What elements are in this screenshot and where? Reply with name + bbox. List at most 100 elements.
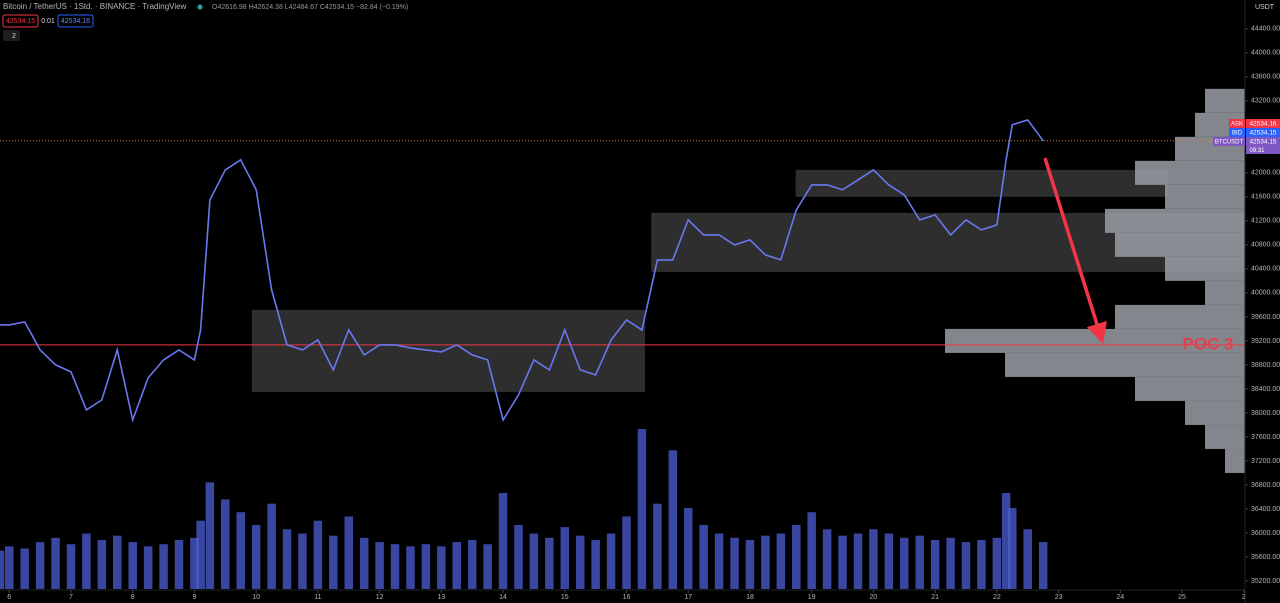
volume-bar	[313, 520, 323, 589]
volume-bar	[406, 546, 415, 589]
volume-bar	[344, 516, 353, 589]
volume-bar	[1038, 542, 1048, 589]
volume-bar	[822, 529, 832, 589]
x-tick-label: 21	[931, 594, 939, 601]
price-tag-label-bg	[1213, 137, 1245, 146]
profile-bar	[1005, 352, 1245, 377]
volume-bar	[1001, 493, 1011, 589]
price-tag-label: ASK	[1231, 121, 1243, 127]
volume-bar	[66, 544, 76, 589]
volume-bar	[35, 542, 45, 589]
y-tick-label: 35200.00	[1251, 578, 1280, 585]
volume-bar	[205, 482, 215, 589]
x-tick-label: 20	[870, 594, 878, 601]
x-tick-label: 9	[192, 594, 196, 601]
value-area-zone	[795, 169, 1168, 197]
volume-bar	[915, 535, 924, 589]
x-tick-label: 12	[376, 594, 384, 601]
price-tag-bg	[1246, 119, 1280, 128]
y-tick-label: 43600.00	[1251, 74, 1280, 81]
volume-bar	[174, 539, 184, 589]
volume-bar	[97, 539, 107, 589]
x-tick-label: 23	[1055, 594, 1063, 601]
y-tick-label: 39200.00	[1251, 338, 1280, 345]
volume-bar	[514, 525, 523, 589]
price-tag-value: 42534.15	[1249, 139, 1276, 146]
volume-bar	[869, 529, 878, 589]
countdown-bg	[1246, 146, 1280, 154]
volume-bar	[282, 529, 292, 589]
x-tick-label: 11	[314, 594, 321, 601]
x-tick-label: 17	[684, 594, 692, 601]
volume-bar	[575, 535, 585, 589]
y-tick-label: 40000.00	[1251, 290, 1280, 297]
volume-bar	[267, 503, 276, 589]
profile-bar	[1135, 376, 1245, 401]
volume-bar	[452, 542, 462, 589]
volume-bar	[159, 544, 168, 589]
x-tick-label: 2	[1242, 594, 1246, 601]
volume-bar	[683, 507, 693, 589]
price-tag-bg	[1246, 128, 1280, 137]
volume-bar	[236, 512, 245, 589]
y-tick-label: 38400.00	[1251, 386, 1280, 393]
profile-bar	[1205, 424, 1245, 449]
volume-bar	[699, 525, 708, 589]
poc-label: POC 3	[1182, 334, 1233, 353]
profile-bar	[1185, 400, 1245, 425]
y-tick-label: 40800.00	[1251, 242, 1280, 249]
sell-box[interactable]	[2, 14, 39, 28]
volume-bar	[196, 520, 205, 589]
indicator-count[interactable]: 2	[12, 33, 16, 40]
indicator-toggle[interactable]	[3, 30, 20, 41]
y-tick-label: 39600.00	[1251, 314, 1280, 321]
profile-bar	[1205, 88, 1245, 113]
volume-bar	[900, 537, 909, 589]
volume-bar	[113, 535, 122, 589]
x-tick-label: 18	[746, 594, 754, 601]
buy-box[interactable]	[57, 14, 94, 28]
volume-bar	[730, 537, 739, 589]
volume-bar	[375, 542, 384, 589]
ohlc-values: O42616.98 H42624.38 L42484.67 C42534.15 …	[212, 4, 408, 11]
volume-bar	[977, 539, 986, 589]
volume-bar	[51, 537, 60, 589]
x-tick-label: 22	[993, 594, 1001, 601]
volume-bar	[529, 533, 539, 589]
y-tick-label: 40400.00	[1251, 266, 1280, 273]
profile-bar	[1205, 280, 1245, 305]
volume-bar	[545, 537, 554, 589]
y-tick-label: 36000.00	[1251, 530, 1280, 537]
y-tick-label: 43200.00	[1251, 98, 1280, 105]
price-tag-label-bg	[1229, 128, 1245, 137]
market-status	[197, 4, 203, 10]
sell-price[interactable]: 42534.15	[6, 18, 35, 25]
currency-selector[interactable]: USDT	[1255, 4, 1275, 11]
volume-bar	[1023, 529, 1032, 589]
volume-bar	[745, 539, 755, 589]
profile-bar	[1115, 232, 1245, 257]
volume-bar	[298, 533, 307, 589]
x-tick-label: 14	[499, 594, 507, 601]
price-tag-label-bg	[1229, 119, 1245, 128]
volume-bar	[128, 542, 137, 589]
y-tick-label: 42000.00	[1251, 170, 1280, 177]
y-tick-label: 38800.00	[1251, 362, 1280, 369]
x-tick-label: 8	[131, 594, 135, 601]
spread: 0.01	[41, 18, 55, 25]
profile-bar	[1165, 256, 1245, 281]
volume-bar	[5, 546, 14, 589]
volume-bar	[930, 539, 940, 589]
volume-bar	[961, 542, 971, 589]
profile-bar	[1105, 208, 1245, 233]
volume-bar	[807, 512, 816, 589]
volume-bar	[498, 493, 508, 589]
buy-price[interactable]: 42534.16	[61, 18, 90, 25]
volume-bar	[467, 539, 477, 589]
volume-bar	[792, 525, 801, 589]
volume-bar	[622, 516, 631, 589]
profile-bar	[1135, 160, 1245, 185]
volume-bar	[221, 499, 230, 589]
x-tick-label: 24	[1116, 594, 1124, 601]
